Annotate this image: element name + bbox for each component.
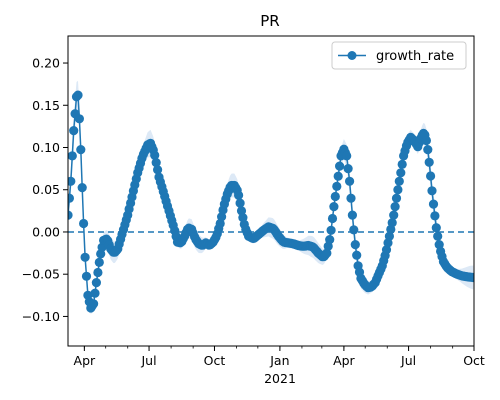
data-point-189 <box>332 181 342 191</box>
legend-label: growth_rate <box>376 49 454 64</box>
data-point-13 <box>81 271 92 281</box>
data-point-0 <box>68 210 73 220</box>
x-tick-label-4: Apr <box>333 353 355 368</box>
data-point-197 <box>343 164 353 174</box>
data-point-230 <box>390 202 400 212</box>
x-year-label: 2021 <box>264 371 296 386</box>
x-tick-label-0: Apr <box>74 353 96 368</box>
legend: growth_rate <box>331 41 467 70</box>
data-point-199 <box>346 193 356 203</box>
data-point-4 <box>69 126 79 136</box>
data-point-9 <box>76 145 86 155</box>
data-point-61 <box>150 150 160 160</box>
y-tick-label-4: 0.00 <box>32 224 60 239</box>
data-point-186 <box>327 213 338 224</box>
chart-title: PR <box>260 12 279 30</box>
data-point-1 <box>68 193 74 203</box>
data-point-233 <box>394 176 404 186</box>
data-point-196 <box>342 151 352 161</box>
data-point-19 <box>90 288 100 298</box>
data-point-254 <box>424 157 434 167</box>
x-tick-label-6: Oct <box>463 353 485 368</box>
data-point-229 <box>389 210 399 220</box>
data-point-184 <box>325 235 335 245</box>
data-point-256 <box>427 186 437 196</box>
data-point-120 <box>234 190 244 200</box>
data-point-185 <box>326 225 336 235</box>
data-point-252 <box>421 135 431 146</box>
data-point-8 <box>74 114 84 124</box>
data-point-63 <box>153 165 163 175</box>
x-tick-label-3: Jan <box>269 353 289 368</box>
growth-rate-markers <box>68 90 474 313</box>
y-tick-label-0: 0.20 <box>32 56 60 71</box>
data-point-253 <box>423 145 433 155</box>
data-point-18 <box>89 299 99 309</box>
data-point-232 <box>393 185 403 195</box>
x-axis: Apr Jul Oct Jan Apr Jul Oct <box>74 346 485 368</box>
data-point-190 <box>333 171 343 181</box>
data-point-259 <box>431 223 441 233</box>
data-point-198 <box>345 176 355 186</box>
data-point-228 <box>387 218 397 228</box>
legend-box <box>331 41 467 70</box>
data-point-20 <box>91 278 101 288</box>
y-tick-label-2: 0.10 <box>32 140 60 155</box>
data-point-7 <box>73 90 83 100</box>
data-point-235 <box>397 159 407 169</box>
data-point-201 <box>349 225 359 235</box>
data-point-22 <box>94 257 104 267</box>
data-point-231 <box>391 193 402 203</box>
data-point-200 <box>347 210 357 220</box>
data-point-257 <box>428 199 439 209</box>
data-point-21 <box>93 267 103 278</box>
y-tick-label-1: 0.15 <box>32 98 60 113</box>
data-point-11 <box>79 218 89 229</box>
data-point-62 <box>151 158 161 168</box>
data-point-203 <box>352 250 362 260</box>
data-point-12 <box>80 252 90 262</box>
data-point-10 <box>77 183 87 193</box>
data-point-188 <box>330 191 340 202</box>
data-point-187 <box>329 202 339 212</box>
y-tick-label-5: −0.05 <box>22 267 60 282</box>
y-axis: 0.20 0.15 0.10 0.05 0.00 −0.05 −0.10 <box>22 56 68 324</box>
y-tick-label-6: −0.10 <box>22 309 60 324</box>
x-tick-label-2: Oct <box>204 353 226 368</box>
data-point-121 <box>235 198 245 208</box>
y-tick-label-3: 0.05 <box>32 182 60 197</box>
data-point-260 <box>433 231 443 241</box>
data-point-202 <box>350 240 360 250</box>
data-point-2 <box>68 176 76 186</box>
plot-frame <box>67 35 475 347</box>
data-point-285 <box>468 272 474 283</box>
data-point-3 <box>68 151 77 161</box>
x-tick-label-5: Jul <box>400 353 416 368</box>
legend-marker-swatch <box>347 51 357 60</box>
data-point-234 <box>396 168 406 178</box>
data-point-191 <box>335 161 345 171</box>
data-point-255 <box>426 171 436 181</box>
data-point-258 <box>430 211 440 221</box>
x-tick-label-1: Jul <box>141 353 157 368</box>
